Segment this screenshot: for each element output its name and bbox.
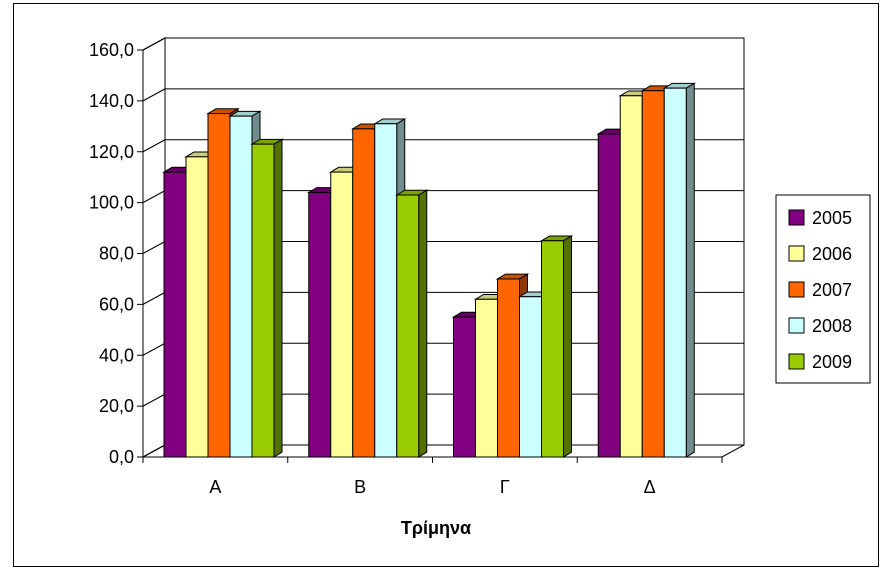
bar-side	[273, 138, 283, 458]
y-axis-tick-labels: 0,0 20,0 40,0 60,0 80,0 100,0 120,0 140,0 160,0	[89, 40, 134, 467]
bar-front	[207, 113, 231, 458]
bars	[162, 82, 697, 458]
legend-swatch	[788, 209, 805, 226]
bar-side	[685, 82, 695, 458]
bar-front	[453, 316, 476, 458]
bar-side	[418, 189, 428, 458]
gridline-side	[142, 139, 166, 153]
legend-swatch	[788, 353, 805, 370]
y-tick-label: 20,0	[99, 396, 134, 416]
legend-swatch	[788, 245, 805, 262]
bar	[250, 138, 284, 458]
bar-side	[563, 235, 572, 458]
x-tick-label: Δ	[644, 477, 656, 497]
bar-front	[330, 171, 354, 458]
y-tick-label: 120,0	[89, 142, 134, 162]
bar-front	[229, 115, 253, 458]
bar-front	[163, 171, 187, 458]
legend-swatch	[788, 281, 805, 298]
bar-front	[185, 156, 209, 458]
bar-front	[475, 298, 498, 458]
x-tick-label: Α	[209, 477, 221, 497]
bar-front	[308, 191, 332, 458]
legend-label: 2005	[812, 208, 852, 228]
bar-front	[619, 95, 643, 458]
x-axis-title: Τρίμηνα	[401, 518, 471, 538]
gridline-side	[142, 291, 166, 305]
y-tick-label: 40,0	[99, 345, 134, 365]
bar	[394, 189, 429, 458]
bar-front	[352, 128, 376, 458]
y-tick-label: 100,0	[89, 193, 134, 213]
bar-front	[251, 143, 275, 458]
gridline-side	[142, 37, 166, 51]
gridline-side	[142, 88, 166, 102]
legend: 2005 2006 2007 2008 2009	[775, 194, 871, 384]
x-tick-label: Γ	[500, 477, 510, 497]
y-tick-label: 60,0	[99, 294, 134, 314]
bar-front	[519, 296, 542, 458]
bar-front	[597, 133, 621, 458]
x-tick-label: Β	[354, 477, 366, 497]
bar-front	[396, 194, 420, 458]
gridline-side	[142, 342, 166, 356]
y-tick-label: 140,0	[89, 91, 134, 111]
legend-label: 2009	[812, 352, 852, 372]
bar-front	[374, 123, 398, 458]
gridline-side	[142, 444, 166, 458]
bar-front	[641, 90, 665, 458]
y-tick-label: 0,0	[109, 447, 134, 467]
bar-front	[663, 87, 687, 458]
gridline-side	[142, 190, 166, 204]
gridline-side	[142, 241, 166, 254]
legend-label: 2008	[812, 316, 852, 336]
x-axis-tick-labels: Α Β Γ Δ	[209, 477, 655, 497]
bar	[662, 82, 697, 458]
bar-front	[541, 240, 564, 458]
legend-label: 2006	[812, 244, 852, 264]
legend-label: 2007	[812, 280, 852, 300]
bar	[539, 235, 574, 458]
gridline-side	[142, 393, 166, 407]
y-tick-label: 80,0	[99, 244, 134, 264]
y-tick-label: 160,0	[89, 40, 134, 60]
bar-front	[497, 278, 520, 458]
legend-swatch	[788, 317, 805, 334]
